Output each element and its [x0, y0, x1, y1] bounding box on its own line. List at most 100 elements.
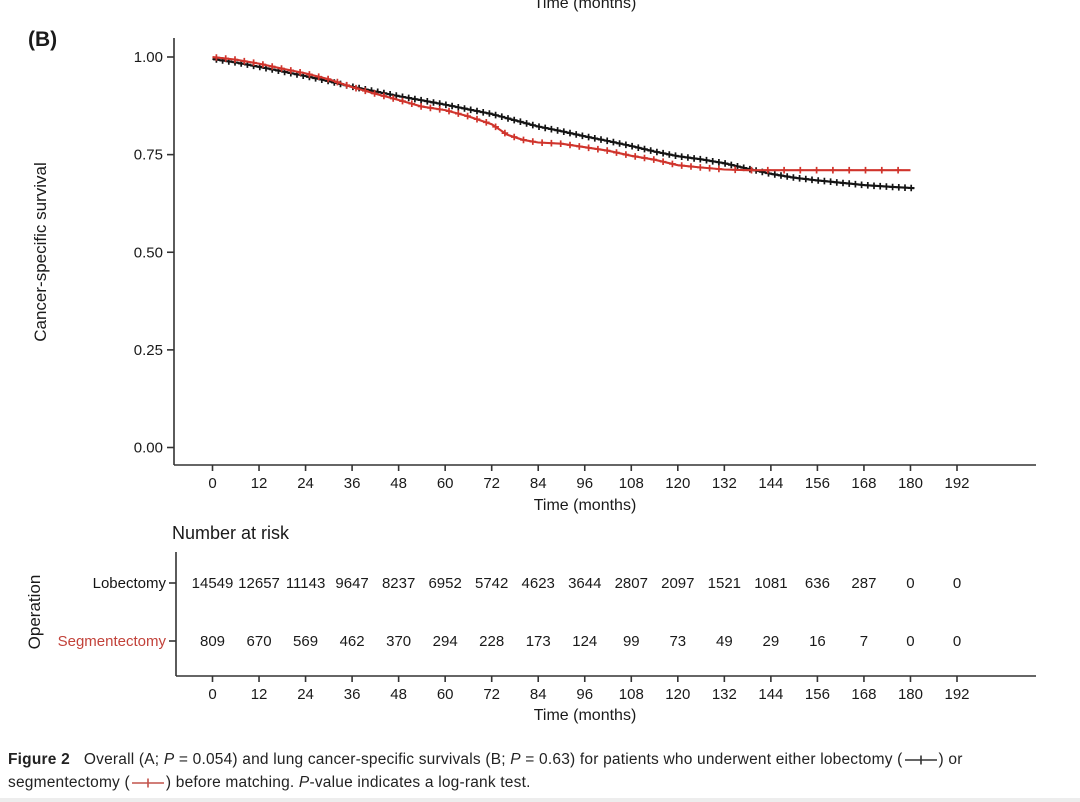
risk-x-tick-label: 144 — [758, 686, 783, 703]
x-tick-label: 36 — [344, 475, 361, 492]
y-tick-label: 1.00 — [134, 49, 163, 66]
y-axis-title: Cancer-specific survival — [31, 162, 50, 342]
risk-value: 287 — [851, 575, 876, 592]
risk-x-tick-label: 120 — [665, 686, 690, 703]
x-tick-label: 72 — [483, 475, 500, 492]
caption-text: -value indicates a log-rank test. — [309, 774, 531, 791]
risk-value: 1081 — [754, 575, 787, 592]
caption-p-italic: P — [163, 751, 175, 768]
panel-label: (B) — [28, 28, 57, 51]
risk-value: 569 — [293, 633, 318, 650]
x-tick-label: 84 — [530, 475, 547, 492]
risk-x-tick-label: 0 — [208, 686, 216, 703]
caption-text: segmentectomy ( — [8, 774, 130, 791]
risk-value: 462 — [340, 633, 365, 650]
risk-value: 0 — [906, 575, 914, 592]
censor-marks-segmentectomy — [213, 54, 902, 174]
risk-value: 1521 — [708, 575, 741, 592]
caption-text: = 0.054) and lung cancer-specific surviv… — [174, 751, 511, 768]
risk-x-tick-label: 108 — [619, 686, 644, 703]
risk-x-tick-label: 156 — [805, 686, 830, 703]
risk-x-tick-label: 24 — [297, 686, 314, 703]
x-tick-label: 168 — [851, 475, 876, 492]
x-tick-label: 0 — [208, 475, 216, 492]
risk-value: 0 — [953, 633, 961, 650]
risk-group-axis-label: Operation — [25, 575, 44, 650]
risk-x-tick-label: 60 — [437, 686, 454, 703]
y-tick-label: 0.25 — [134, 342, 163, 359]
risk-value: 294 — [433, 633, 458, 650]
risk-x-tick-label: 84 — [530, 686, 547, 703]
survival-curve-segmentectomy — [212, 55, 911, 172]
risk-x-tick-label: 36 — [344, 686, 361, 703]
figure-caption: Figure 2 Overall (A; P = 0.054) and lung … — [8, 748, 1074, 794]
risk-x-tick-label: 12 — [251, 686, 268, 703]
y-tick-label: 0.50 — [134, 244, 163, 261]
risk-value: 8237 — [382, 575, 415, 592]
risk-value: 670 — [247, 633, 272, 650]
y-tick-label: 0.75 — [134, 147, 163, 164]
risk-table-title: Number at risk — [172, 523, 290, 543]
caption-line-1: Figure 2 Overall (A; P = 0.054) and lung … — [8, 748, 1074, 771]
x-tick-label: 24 — [297, 475, 314, 492]
risk-value: 7 — [860, 633, 868, 650]
lobectomy-line-symbol-icon — [904, 755, 937, 765]
caption-p-italic: P — [510, 751, 521, 768]
risk-value: 29 — [763, 633, 780, 650]
risk-row-label: Lobectomy — [93, 575, 167, 592]
clipped-panel-a-xlabel: Time (months) — [534, 0, 637, 12]
segmentectomy-line-symbol-icon — [131, 778, 164, 788]
risk-x-axis-title: Time (months) — [534, 707, 637, 724]
plot-axes — [173, 38, 1036, 466]
risk-x-tick-label: 72 — [483, 686, 500, 703]
risk-value: 12657 — [238, 575, 280, 592]
risk-x-tick-label: 168 — [851, 686, 876, 703]
x-tick-label: 96 — [576, 475, 593, 492]
risk-value: 4623 — [522, 575, 555, 592]
x-tick-label: 144 — [758, 475, 783, 492]
survival-chart: Time (months) (B) Cancer-specific survival… — [25, 0, 1036, 724]
risk-value: 11143 — [286, 575, 326, 592]
x-tick-label: 180 — [898, 475, 923, 492]
risk-value: 3644 — [568, 575, 601, 592]
x-tick-label: 156 — [805, 475, 830, 492]
caption-text: = 0.63) for patients who underwent eithe… — [520, 751, 903, 768]
risk-value: 370 — [386, 633, 411, 650]
risk-value: 5742 — [475, 575, 508, 592]
x-axis-title: Time (months) — [534, 497, 637, 514]
risk-x-tick-label: 180 — [898, 686, 923, 703]
caption-line-2: segmentectomy () before matching. P-valu… — [8, 771, 1074, 794]
x-tick-label: 192 — [944, 475, 969, 492]
risk-value: 2097 — [661, 575, 694, 592]
risk-row-label: Segmentectomy — [58, 633, 167, 650]
risk-value: 124 — [572, 633, 597, 650]
risk-table-axes — [175, 552, 1036, 677]
x-tick-label: 108 — [619, 475, 644, 492]
figure-label: Figure 2 — [8, 751, 70, 768]
risk-value: 14549 — [192, 575, 234, 592]
page-bottom-edge — [0, 798, 1080, 802]
x-tick-label: 60 — [437, 475, 454, 492]
risk-value: 809 — [200, 633, 225, 650]
risk-value: 0 — [953, 575, 961, 592]
risk-value: 0 — [906, 633, 914, 650]
risk-value: 73 — [669, 633, 686, 650]
risk-value: 6952 — [428, 575, 461, 592]
risk-value: 636 — [805, 575, 830, 592]
risk-x-tick-label: 96 — [576, 686, 593, 703]
risk-value: 16 — [809, 633, 826, 650]
x-tick-label: 120 — [665, 475, 690, 492]
risk-value: 2807 — [615, 575, 648, 592]
risk-x-tick-label: 48 — [390, 686, 407, 703]
risk-value: 49 — [716, 633, 733, 650]
caption-text: Overall (A; — [83, 751, 164, 768]
risk-x-tick-label: 132 — [712, 686, 737, 703]
risk-x-tick-label: 192 — [944, 686, 969, 703]
x-tick-label: 132 — [712, 475, 737, 492]
caption-text: ) before matching. — [165, 774, 299, 791]
risk-value: 228 — [479, 633, 504, 650]
risk-value: 99 — [623, 633, 640, 650]
y-tick-label: 0.00 — [134, 440, 163, 457]
x-tick-label: 48 — [390, 475, 407, 492]
